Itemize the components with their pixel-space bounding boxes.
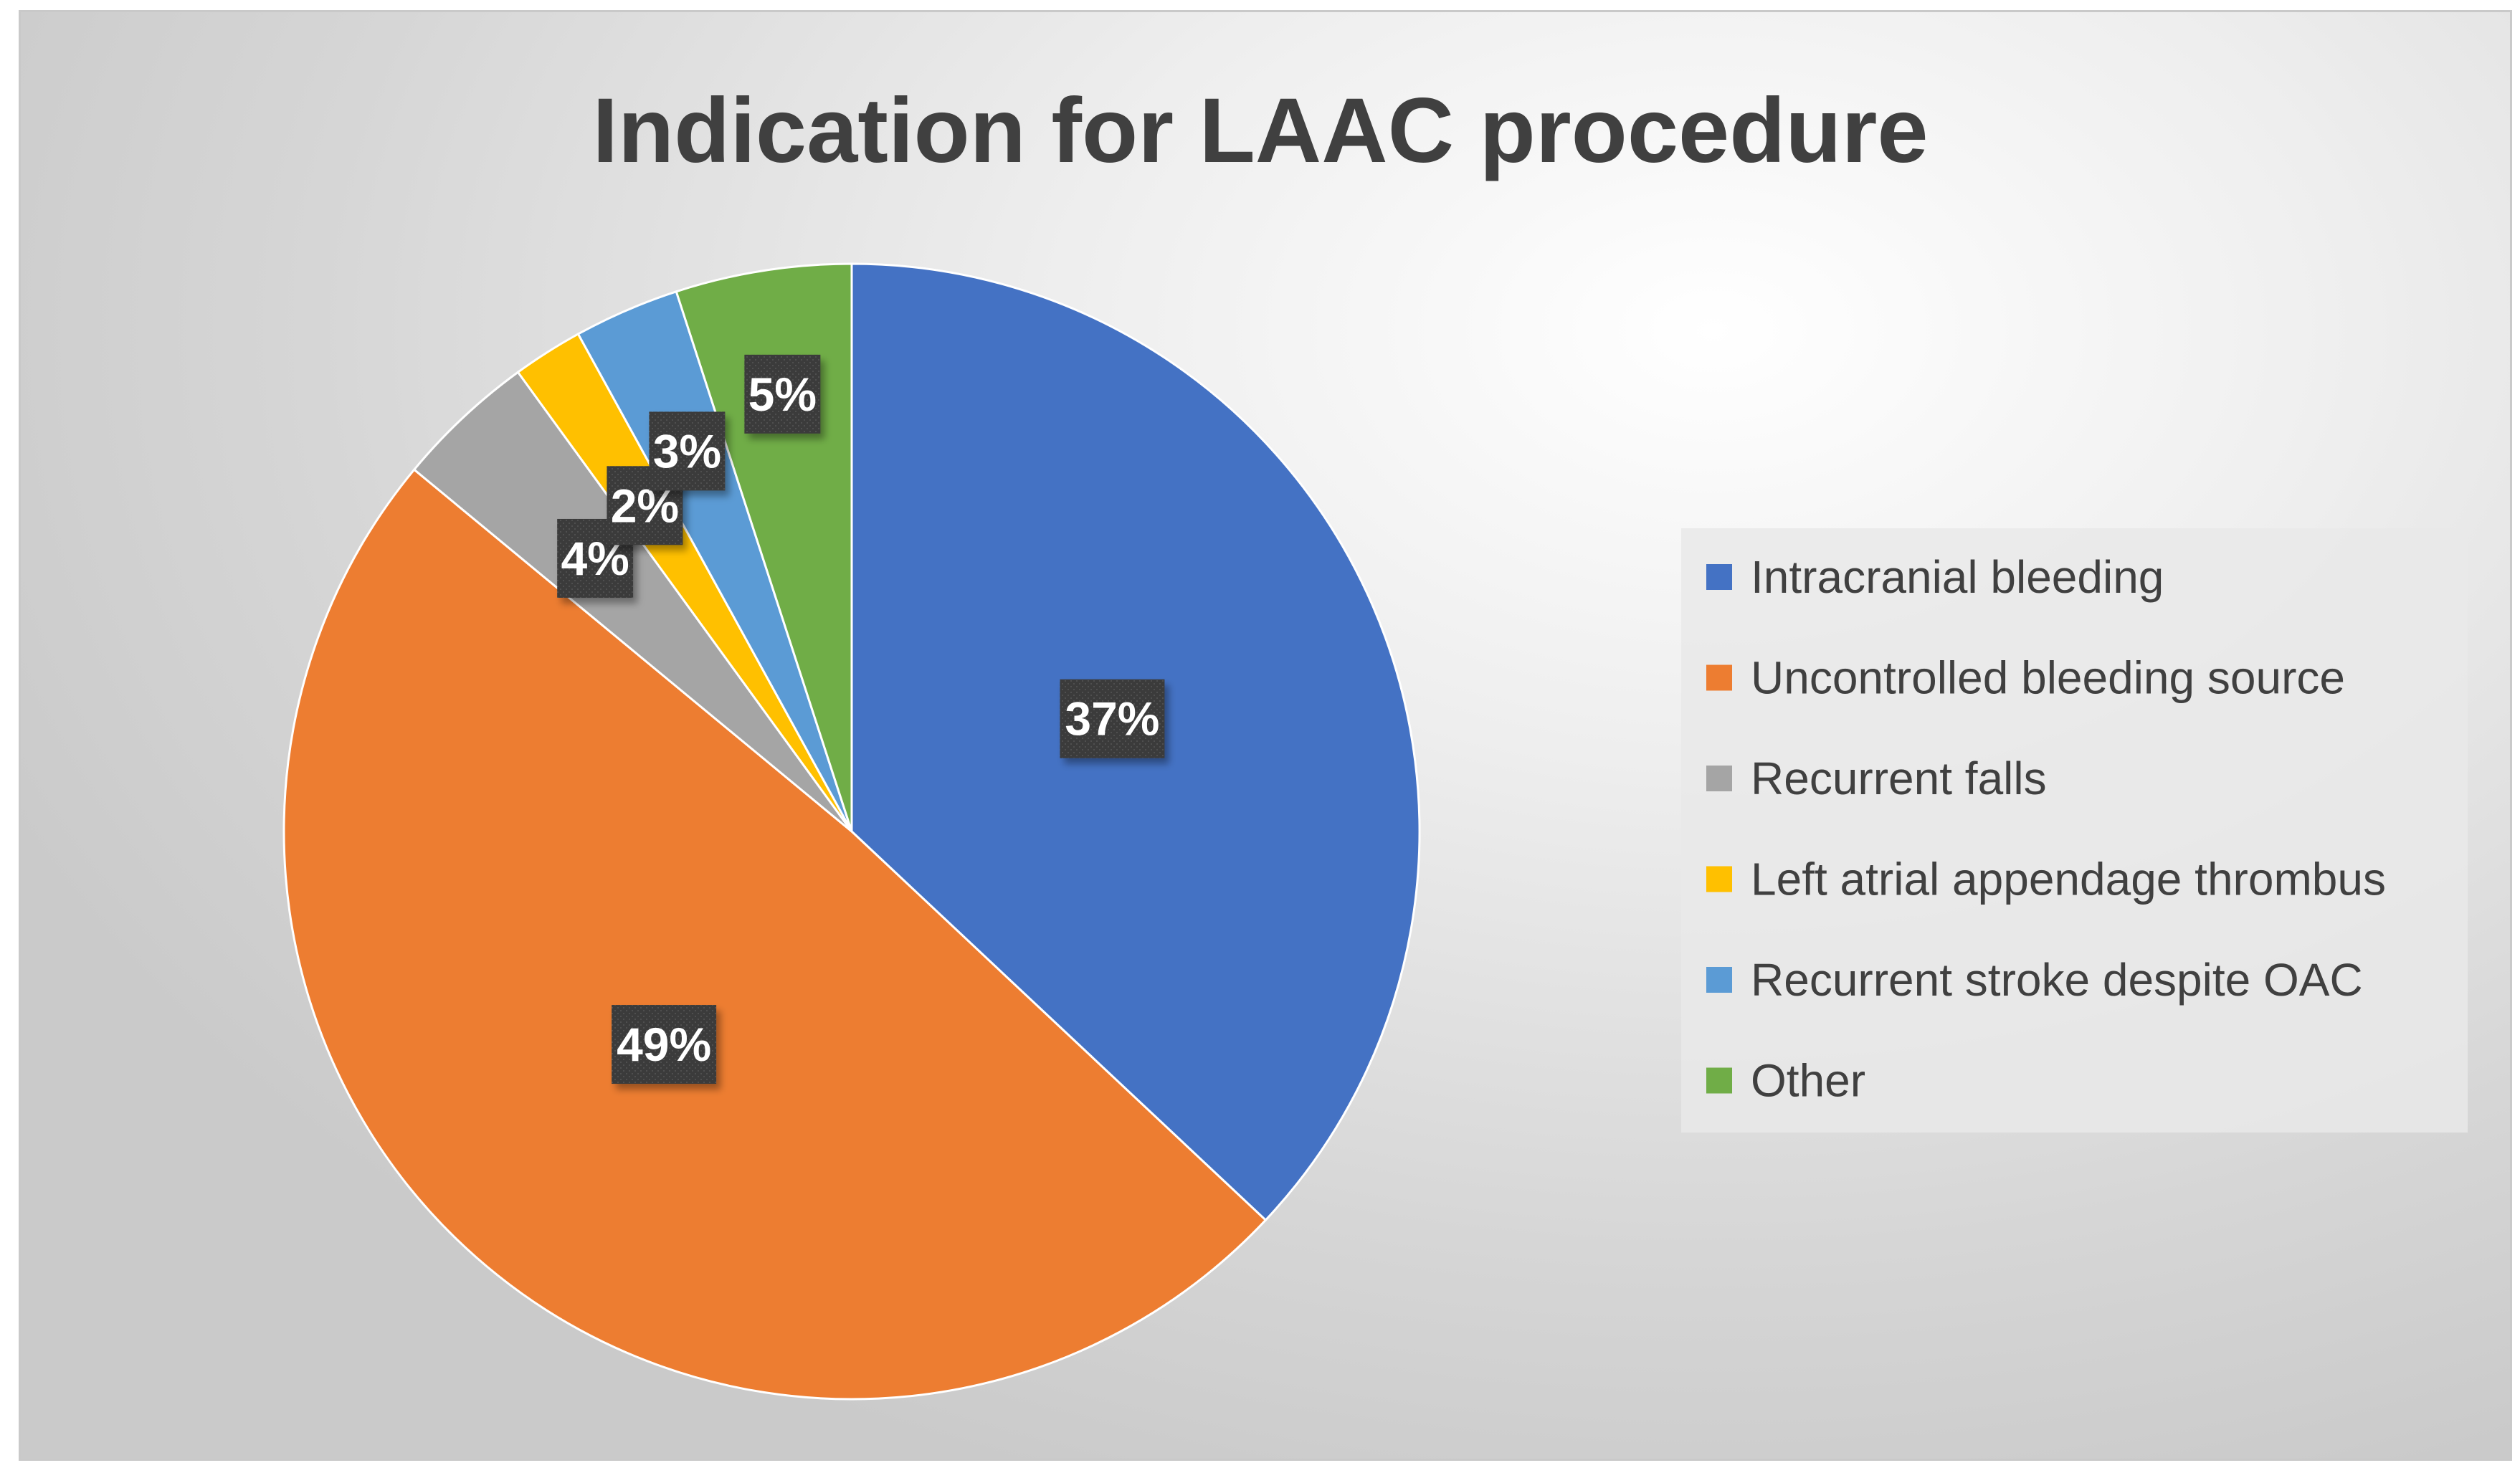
legend-swatch xyxy=(1706,1067,1732,1094)
legend-entry-2: Uncontrolled bleeding source xyxy=(1706,652,2345,704)
legend-swatch xyxy=(1706,564,1732,590)
legend-label: Recurrent falls xyxy=(1751,753,2047,804)
data-label-2: 49% xyxy=(612,1005,717,1084)
legend-label: Recurrent stroke despite OAC xyxy=(1751,954,2363,1006)
data-label-text: 37% xyxy=(1065,692,1159,745)
legend-entry-5: Recurrent stroke despite OAC xyxy=(1706,954,2363,1006)
legend-box xyxy=(1681,528,2468,1133)
legend-swatch xyxy=(1706,766,1732,791)
legend-entry-1: Intracranial bleeding xyxy=(1706,551,2164,603)
legend-label: Other xyxy=(1751,1055,1865,1107)
legend-entry-4: Left atrial appendage thrombus xyxy=(1706,854,2386,905)
data-label-3: 4% xyxy=(557,518,634,598)
pie-slice-3 xyxy=(412,371,853,833)
legend-entry-6: Other xyxy=(1706,1055,1865,1107)
data-labels: 37%49%4%2%3%5% xyxy=(557,354,1165,1084)
chart-title: Indication for LAAC procedure xyxy=(592,80,1928,182)
data-label-box xyxy=(1060,679,1165,758)
legend-swatch xyxy=(1706,664,1732,691)
legend: Intracranial bleeding Uncontrolled bleedi… xyxy=(1706,551,2386,1107)
legend-swatch xyxy=(1706,866,1732,892)
data-label-text: 49% xyxy=(617,1018,711,1071)
pie-slices xyxy=(282,262,1421,1401)
legend-label: Left atrial appendage thrombus xyxy=(1751,854,2386,905)
data-label-text: 3% xyxy=(653,424,721,477)
pie-slice-2 xyxy=(282,468,1268,1401)
legend-label: Intracranial bleeding xyxy=(1751,551,2164,603)
legend-swatch xyxy=(1706,967,1732,993)
data-label-text: 5% xyxy=(748,368,817,421)
data-label-5: 3% xyxy=(649,411,726,491)
data-label-6: 5% xyxy=(744,354,821,434)
data-label-box xyxy=(612,1005,717,1084)
data-label-1: 37% xyxy=(1060,679,1165,758)
data-label-box xyxy=(649,411,726,491)
legend-label: Uncontrolled bleeding source xyxy=(1751,652,2345,704)
legend-entry-3: Recurrent falls xyxy=(1706,753,2047,804)
data-label-box xyxy=(744,354,821,434)
